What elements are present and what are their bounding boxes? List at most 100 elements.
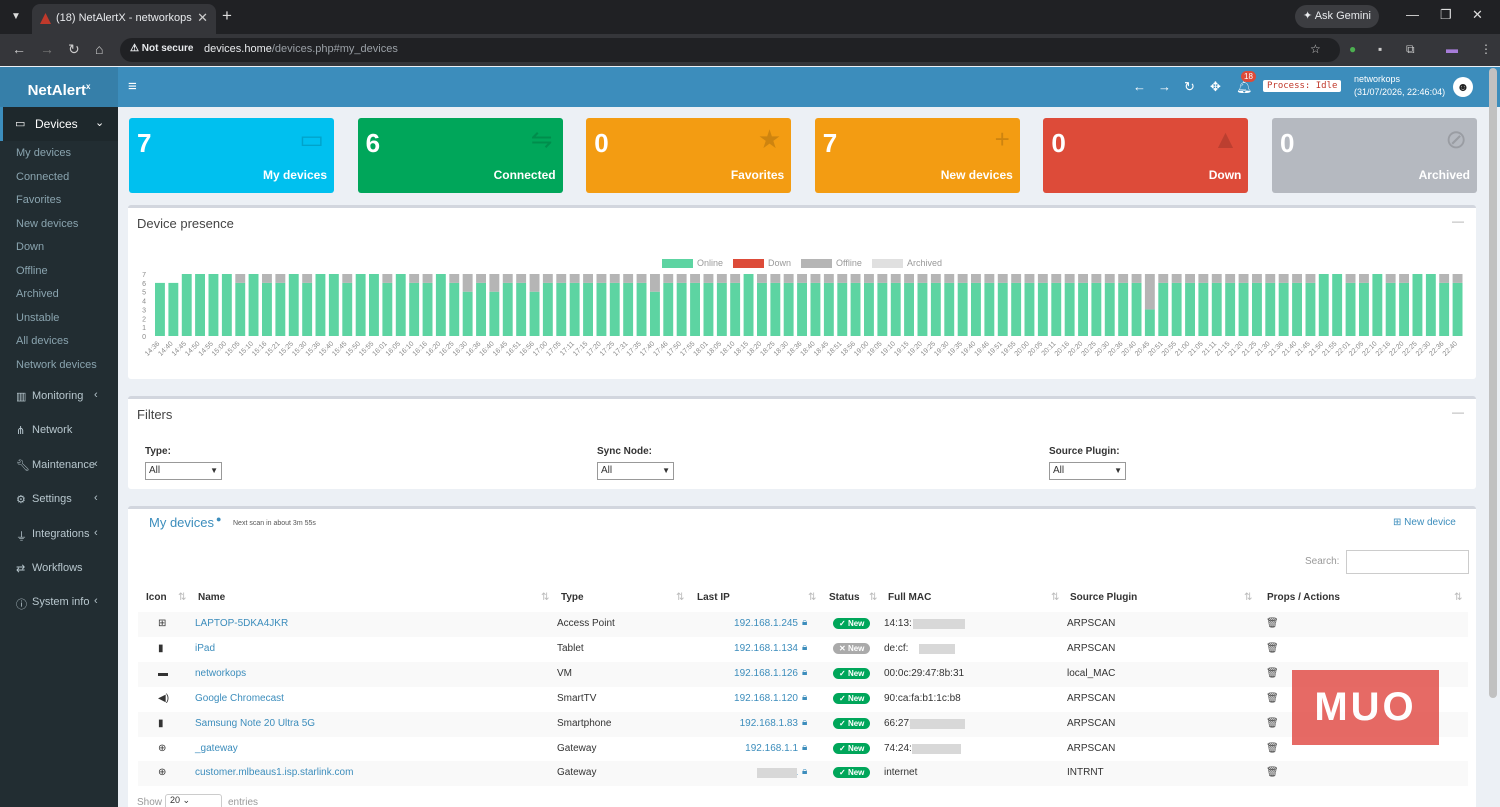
lock-icon[interactable]: 🔒︎ bbox=[802, 641, 808, 653]
sidebar-subitem[interactable]: My devices bbox=[16, 147, 72, 159]
bar-offline[interactable] bbox=[797, 274, 807, 283]
sidebar-subitem[interactable]: Offline bbox=[16, 264, 48, 277]
bar-offline[interactable] bbox=[890, 274, 901, 283]
table-row[interactable]: ▬ networkops VM 192.168.1.126 🔒︎ ✓ New 00:0c:2… bbox=[138, 661, 1468, 687]
sidebar-item-integrations[interactable]: ⏚ Integrations ‹ bbox=[0, 520, 118, 550]
bar-offline[interactable] bbox=[930, 274, 941, 283]
bar-online[interactable] bbox=[609, 282, 620, 336]
filter-select-sync-node[interactable]: All ▼ bbox=[597, 462, 674, 480]
bar-offline[interactable] bbox=[556, 274, 567, 283]
bar-online[interactable] bbox=[262, 282, 272, 336]
bar-offline[interactable] bbox=[1252, 274, 1262, 283]
lock-icon[interactable]: 🔒︎ bbox=[802, 666, 808, 678]
bar-offline[interactable] bbox=[1452, 274, 1463, 283]
bar-offline[interactable] bbox=[1292, 274, 1302, 283]
filter-select-type[interactable]: All ▼ bbox=[145, 462, 222, 480]
bar-offline[interactable] bbox=[917, 274, 928, 283]
bar-online[interactable] bbox=[623, 282, 634, 336]
bar-online[interactable] bbox=[837, 282, 848, 336]
bar-offline[interactable] bbox=[342, 274, 353, 283]
bar-online[interactable] bbox=[971, 282, 981, 336]
lock-icon[interactable]: 🔒︎ bbox=[802, 617, 808, 628]
device-name-link[interactable]: Google Chromecast bbox=[195, 692, 284, 704]
trash-icon[interactable]: 🗑︎ bbox=[1266, 692, 1279, 704]
bar-online[interactable] bbox=[1051, 282, 1062, 336]
bar-offline[interactable] bbox=[1385, 274, 1396, 283]
sidebar-subitem[interactable]: Connected bbox=[16, 170, 70, 183]
bar-offline[interactable] bbox=[971, 274, 981, 283]
bar-online[interactable] bbox=[1104, 282, 1115, 336]
bar-online[interactable] bbox=[663, 282, 674, 336]
bar-online[interactable] bbox=[810, 282, 821, 336]
bar-offline[interactable] bbox=[823, 274, 834, 283]
bar-offline[interactable] bbox=[462, 274, 473, 292]
bar-online[interactable] bbox=[1452, 282, 1463, 336]
column-header-source-plugin[interactable]: Source Plugin bbox=[1070, 592, 1138, 603]
trash-icon[interactable]: 🗑︎ bbox=[1266, 767, 1279, 779]
bar-online[interactable] bbox=[221, 274, 232, 336]
bar-offline[interactable] bbox=[1305, 274, 1316, 283]
browser-tab[interactable]: (18) NetAlertX - networkops ✕ bbox=[32, 4, 216, 34]
bar-online[interactable] bbox=[382, 282, 393, 336]
bar-online[interactable] bbox=[1131, 282, 1142, 336]
bar-offline[interactable] bbox=[1037, 274, 1048, 283]
device-name-link[interactable]: iPad bbox=[195, 642, 216, 654]
device-ip-link[interactable]: 192.168.1.126 bbox=[734, 667, 798, 679]
sidebar-subitem[interactable]: Down bbox=[16, 241, 45, 253]
bar-offline[interactable] bbox=[489, 274, 500, 292]
bar-offline[interactable] bbox=[663, 274, 674, 283]
home-icon[interactable]: ⌂ bbox=[95, 41, 104, 57]
bar-online[interactable] bbox=[1198, 282, 1209, 336]
collapse-icon[interactable]: — bbox=[1452, 214, 1464, 228]
trash-icon[interactable]: 🗑︎ bbox=[1266, 742, 1279, 754]
bell-icon[interactable]: 🔔︎ bbox=[1236, 79, 1253, 94]
bar-offline[interactable] bbox=[810, 274, 821, 283]
back-icon[interactable]: ← bbox=[12, 41, 26, 57]
help-icon[interactable]: ● bbox=[216, 514, 222, 524]
bar-online[interactable] bbox=[1171, 282, 1182, 336]
column-header-name[interactable]: Name bbox=[198, 592, 226, 603]
move-icon[interactable]: ✥ bbox=[1210, 79, 1221, 94]
bar-online[interactable] bbox=[1412, 274, 1423, 336]
bar-online[interactable] bbox=[476, 282, 486, 336]
entries-select[interactable]: 20 ⌄ bbox=[165, 794, 222, 807]
bar-online[interactable] bbox=[596, 282, 607, 336]
device-ip-link[interactable]: 192.168.1.83 bbox=[739, 717, 798, 729]
back-arrow-icon[interactable]: ← bbox=[1133, 79, 1146, 94]
bar-offline[interactable] bbox=[904, 274, 914, 283]
bar-online[interactable] bbox=[757, 282, 767, 336]
sidebar-item-settings[interactable]: ⚙ Settings ‹ bbox=[0, 485, 118, 515]
not-secure-badge[interactable]: ⚠ Not secure bbox=[130, 43, 194, 54]
browser-menu-icon[interactable]: ⋮ bbox=[1480, 42, 1492, 56]
sidebar-subitem[interactable]: All devices bbox=[16, 335, 69, 347]
lock-icon[interactable]: 🔒︎ bbox=[802, 691, 808, 703]
bar-online[interactable] bbox=[917, 282, 928, 336]
bar-offline[interactable] bbox=[235, 274, 246, 283]
bar-offline[interactable] bbox=[302, 274, 313, 283]
sort-icon[interactable]: ⇅ bbox=[541, 592, 550, 603]
bar-offline[interactable] bbox=[1118, 274, 1129, 283]
bar-online[interactable] bbox=[168, 282, 179, 336]
reload-icon[interactable]: ↻ bbox=[68, 41, 80, 57]
stat-box-new-devices[interactable]: +7 New devices bbox=[814, 118, 1020, 193]
device-ip-link[interactable]: 192.168.1.245 bbox=[734, 618, 798, 629]
bar-online[interactable] bbox=[877, 282, 888, 336]
bar-online[interactable] bbox=[315, 274, 326, 336]
bar-online[interactable] bbox=[542, 282, 553, 336]
sidebar-subitem[interactable]: Archived bbox=[16, 288, 59, 300]
bar-online[interactable] bbox=[583, 282, 593, 336]
bar-offline[interactable] bbox=[1171, 274, 1182, 283]
bar-online[interactable] bbox=[1332, 274, 1343, 336]
bar-offline[interactable] bbox=[1024, 274, 1035, 283]
bar-online[interactable] bbox=[650, 291, 660, 336]
bar-offline[interactable] bbox=[542, 274, 553, 283]
bar-online[interactable] bbox=[1359, 282, 1369, 336]
bar-online[interactable] bbox=[850, 282, 861, 336]
sort-icon[interactable]: ⇅ bbox=[808, 592, 817, 603]
bar-offline[interactable] bbox=[730, 274, 741, 283]
grammarly-icon[interactable]: ● bbox=[1349, 42, 1357, 56]
bar-online[interactable] bbox=[1078, 282, 1088, 336]
bar-online[interactable] bbox=[1278, 282, 1289, 336]
refresh-icon[interactable]: ↻ bbox=[1184, 79, 1195, 94]
bar-offline[interactable] bbox=[1078, 274, 1088, 283]
